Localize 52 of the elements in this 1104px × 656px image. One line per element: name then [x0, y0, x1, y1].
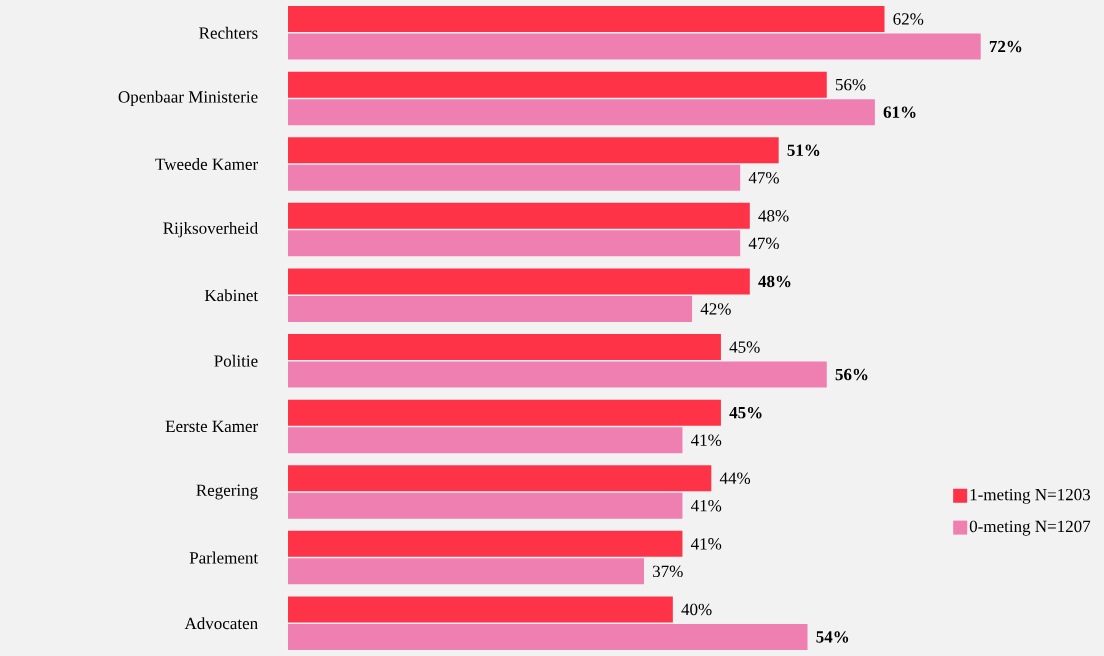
bar	[288, 6, 885, 33]
bar	[288, 137, 779, 164]
legend-label: 1-meting N=1203	[970, 488, 1091, 504]
data-label: 72%	[989, 40, 1022, 53]
bar	[288, 71, 827, 98]
bar	[288, 596, 673, 623]
legend-label: 0-meting N=1207	[969, 520, 1091, 536]
bar	[288, 465, 712, 492]
data-label: 41%	[690, 538, 722, 550]
y-tick-label: Rechters	[199, 26, 258, 39]
data-label: 44%	[719, 472, 751, 485]
bar	[288, 492, 683, 519]
y-tick-label: Regering	[196, 484, 258, 500]
y-tick-label: Politie	[214, 354, 258, 367]
data-label: 37%	[652, 565, 683, 578]
bar	[288, 295, 693, 322]
y-tick-label: Tweede Kamer	[155, 158, 258, 170]
y-tick-label: Kabinet	[204, 289, 259, 302]
y-tick-label: Advocaten	[184, 617, 258, 630]
data-label: 62%	[893, 13, 924, 25]
data-label: 45%	[729, 406, 762, 419]
bar	[288, 33, 981, 60]
bar	[288, 164, 741, 191]
y-tick-label: Openbaar Ministerie	[118, 90, 258, 107]
data-label: 47%	[748, 171, 779, 184]
data-label: 56%	[835, 368, 868, 381]
bar	[288, 427, 683, 454]
data-label: 61%	[883, 106, 916, 118]
data-label: 45%	[729, 341, 760, 353]
data-label: 41%	[690, 434, 722, 446]
bar	[288, 530, 683, 557]
bar	[288, 99, 875, 126]
data-label: 47%	[748, 237, 779, 250]
bar	[288, 268, 750, 295]
bar	[288, 230, 741, 257]
bar	[288, 623, 808, 650]
data-label: 56%	[835, 78, 866, 91]
data-label: 48%	[758, 210, 789, 222]
data-label: 54%	[816, 631, 849, 643]
data-label: 51%	[787, 144, 820, 157]
bar	[288, 202, 750, 229]
bar	[288, 334, 721, 361]
bar	[288, 558, 644, 585]
bar	[288, 399, 721, 426]
data-label: 41%	[690, 499, 722, 512]
data-label: 48%	[758, 275, 791, 288]
y-tick-label: Parlement	[189, 551, 259, 564]
y-tick-label: Rijksoverheid	[163, 221, 258, 238]
data-label: 42%	[700, 303, 731, 315]
bar	[288, 361, 827, 388]
data-label: 40%	[681, 603, 712, 616]
y-tick-label: Eerste Kamer	[165, 420, 258, 433]
